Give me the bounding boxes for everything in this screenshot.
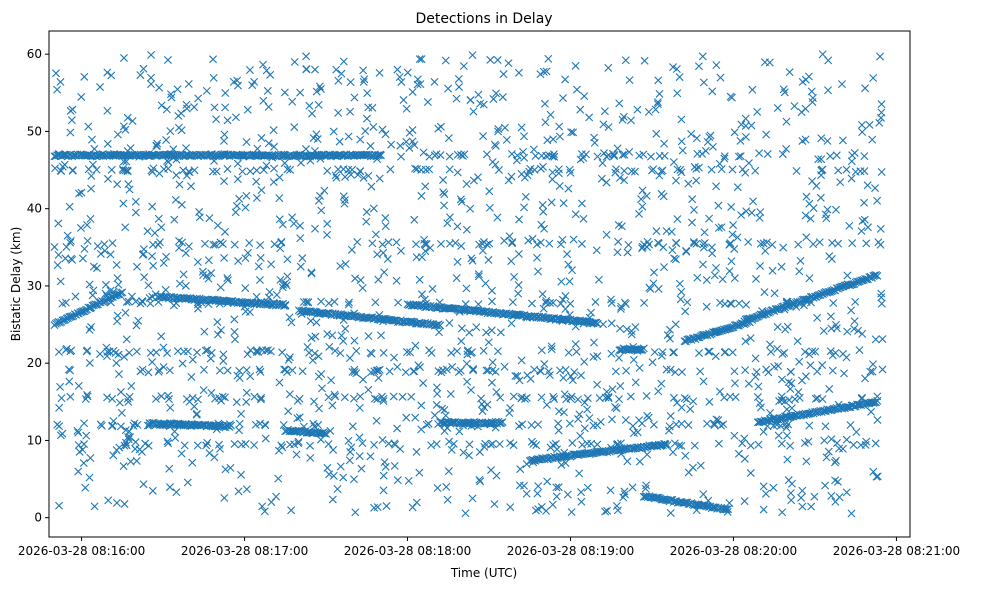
- x-tick-label: 2026-03-28 08:19:00: [507, 544, 634, 558]
- x-tick-label: 2026-03-28 08:21:00: [833, 544, 960, 558]
- x-tick-label: 2026-03-28 08:20:00: [670, 544, 797, 558]
- y-axis-title: Bistatic Delay (km): [9, 227, 23, 342]
- y-tick-label: 10: [27, 433, 42, 447]
- y-tick-label: 40: [27, 202, 42, 216]
- y-tick-label: 0: [34, 511, 42, 525]
- y-tick-label: 30: [27, 279, 42, 293]
- chart-title: Detections in Delay: [415, 11, 552, 27]
- y-tick-label: 50: [27, 124, 42, 138]
- x-tick-label: 2026-03-28 08:18:00: [344, 544, 471, 558]
- y-tick-label: 20: [27, 356, 42, 370]
- y-tick-label: 60: [27, 47, 42, 61]
- x-tick-label: 2026-03-28 08:16:00: [18, 544, 145, 558]
- x-axis-title: Time (UTC): [450, 566, 517, 580]
- x-tick-label: 2026-03-28 08:17:00: [181, 544, 308, 558]
